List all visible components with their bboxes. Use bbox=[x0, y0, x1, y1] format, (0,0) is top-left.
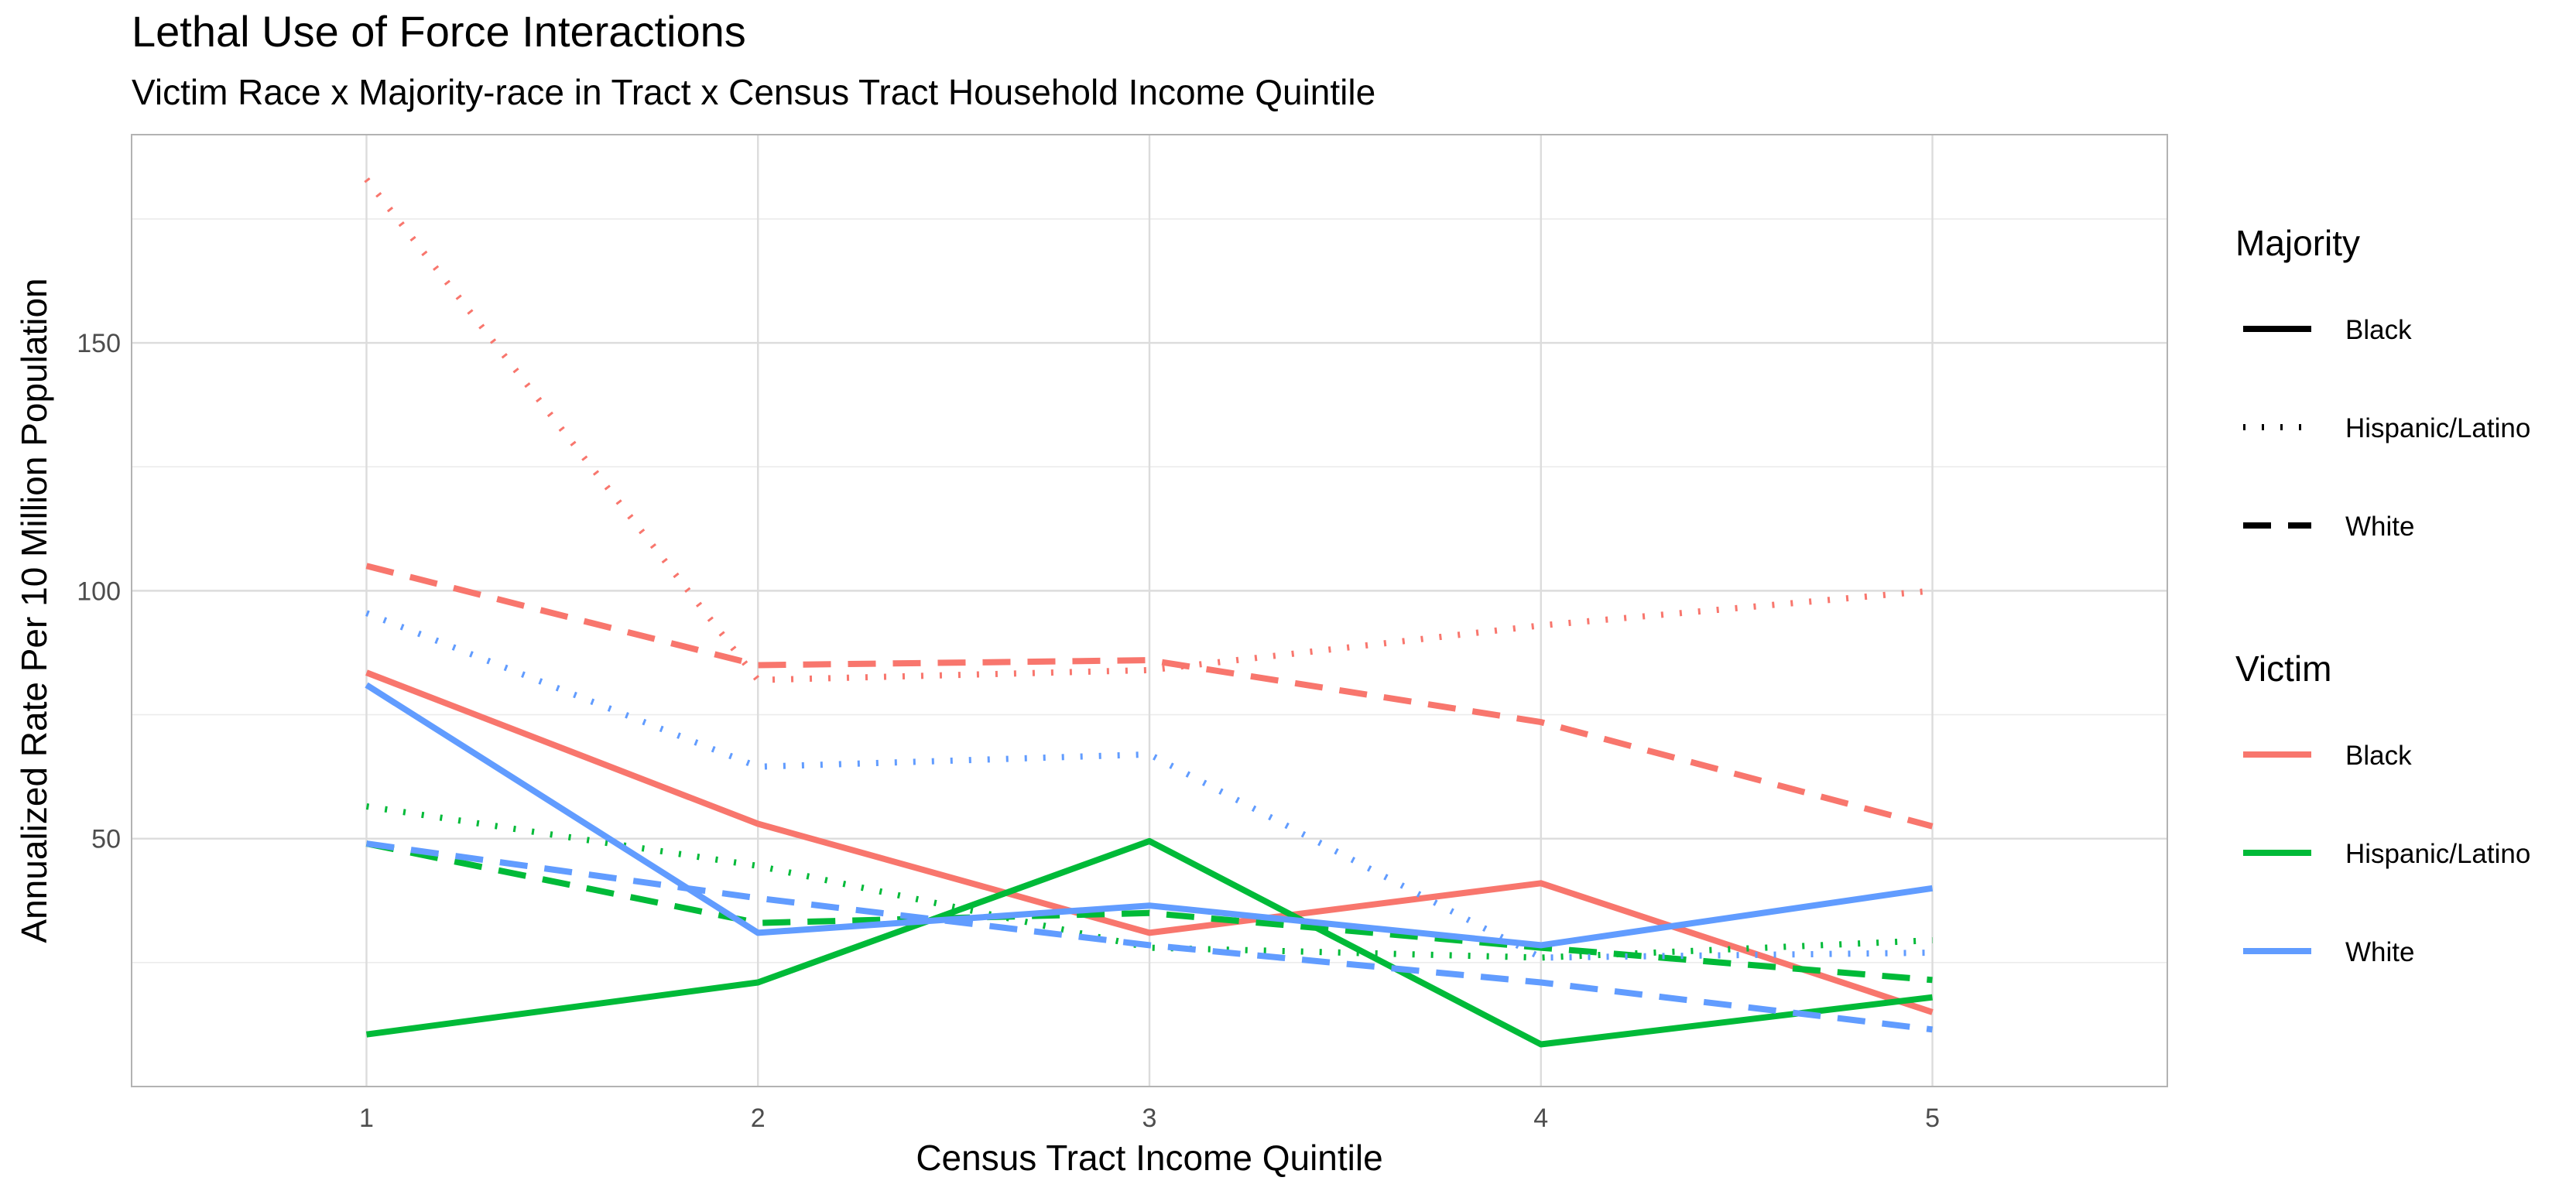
legend-title-victim: Victim bbox=[2235, 649, 2331, 689]
axis-ticks: 1 2 3 4 5 50 100 150 bbox=[77, 329, 1940, 1133]
legend-label-majority-hispanic-latino: Hispanic/Latino bbox=[2345, 413, 2530, 443]
plot-panel-border bbox=[131, 134, 2168, 1087]
y-tick-label: 50 bbox=[91, 825, 121, 854]
x-tick-label: 4 bbox=[1533, 1104, 1548, 1133]
chart-subtitle: Victim Race x Majority-race in Tract x C… bbox=[132, 72, 1376, 112]
legend-label-victim-black: Black bbox=[2345, 741, 2412, 771]
x-tick-label: 3 bbox=[1142, 1104, 1157, 1133]
y-tick-label: 100 bbox=[77, 577, 121, 606]
x-tick-label: 2 bbox=[751, 1104, 766, 1133]
x-tick-label: 1 bbox=[359, 1104, 374, 1133]
y-tick-label: 150 bbox=[77, 329, 121, 358]
y-axis-title: Annualized Rate Per 10 Million Populatio… bbox=[14, 278, 54, 943]
series-line-hispanic-latino-victim-black-majority bbox=[365, 837, 1933, 1048]
series-line-white-victim-white-majority bbox=[365, 840, 1933, 1033]
legend-label-majority-white: White bbox=[2345, 512, 2414, 542]
legend: Majority Black Hispanic/Latino White Victim B… bbox=[2235, 223, 2530, 967]
legend-label-victim-white: White bbox=[2345, 937, 2414, 967]
series-line-white-victim-black-majority bbox=[365, 682, 1934, 949]
series-line-white-victim-hispanic-latino-majority bbox=[365, 610, 1933, 961]
data-series bbox=[364, 177, 1934, 1048]
legend-title-majority: Majority bbox=[2235, 223, 2360, 263]
series-line-black-victim-white-majority bbox=[365, 563, 1934, 830]
x-tick-label: 5 bbox=[1925, 1104, 1940, 1133]
series-line-hispanic-latino-victim-white-majority bbox=[365, 840, 1933, 984]
chart-title: Lethal Use of Force Interactions bbox=[132, 7, 746, 56]
legend-label-majority-black: Black bbox=[2345, 315, 2412, 345]
legend-label-victim-hispanic-latino: Hispanic/Latino bbox=[2345, 839, 2530, 869]
x-axis-title: Census Tract Income Quintile bbox=[916, 1138, 1382, 1178]
